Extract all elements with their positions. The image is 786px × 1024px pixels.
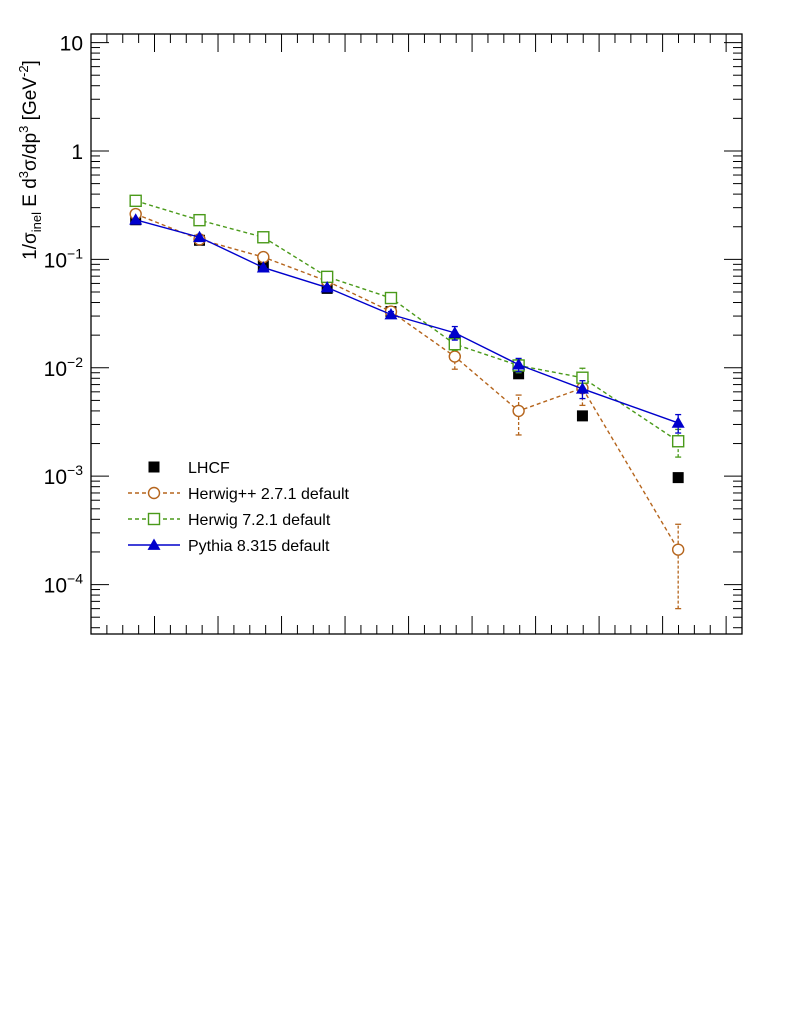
data-point [320, 270, 334, 284]
legend-marker [147, 486, 161, 500]
legend-label: Pythia 8.315 default [188, 538, 330, 555]
y-tick-label-base: 10 [44, 575, 67, 598]
ylabel-sup2: 3 [16, 126, 31, 133]
legend: LHCF Herwig++ 2.7.1 default Herwig 7.2.1 d… [128, 460, 350, 555]
data-point [193, 230, 206, 243]
series-pythia-8-315-default [129, 213, 685, 434]
ylabel-mid: E d [20, 178, 41, 212]
data-point [672, 472, 684, 484]
legend-marker [148, 461, 160, 473]
y-tick-label: 10−2 [44, 354, 84, 381]
legend-entry: Herwig 7.2.1 default [128, 512, 331, 529]
y-tick-label: 10−4 [44, 571, 84, 598]
legend-label: Herwig++ 2.7.1 default [188, 486, 350, 503]
legend-marker [147, 512, 161, 526]
ylabel-sup3: -2 [16, 65, 31, 77]
y-tick-label-base: 10 [44, 249, 67, 272]
y-tick-label: 10 [60, 33, 83, 56]
y-tick-label-base: 10 [44, 358, 67, 381]
ylabel-close: ] [20, 60, 41, 65]
data-point [129, 213, 143, 225]
legend-entry: Pythia 8.315 default [128, 538, 330, 555]
ylabel-sup1: 3 [16, 171, 31, 178]
legend-entry: Herwig++ 2.7.1 default [128, 486, 350, 503]
legend-marker [147, 538, 161, 550]
data-point [320, 281, 334, 293]
data-point [448, 326, 462, 338]
series-line [135, 219, 679, 424]
ylabel-mid2: σ/dp [20, 133, 41, 171]
data-point [512, 404, 525, 418]
data-point [513, 368, 525, 380]
y-tick-label-base: 1 [71, 141, 83, 164]
data-point [512, 358, 526, 370]
legend-label: Herwig 7.2.1 default [188, 512, 331, 529]
legend-entry: LHCF [148, 460, 230, 477]
data-point [576, 410, 588, 422]
y-tick-label-exponent: −2 [67, 354, 83, 370]
data-point [256, 261, 270, 273]
series-herwig-7-2-1-default [129, 194, 685, 458]
y-tick-label-base: 10 [60, 33, 83, 56]
legend-label: LHCF [188, 460, 230, 477]
data-point [257, 231, 270, 244]
data-point [384, 291, 398, 305]
data-point [575, 382, 589, 394]
data-point [129, 194, 142, 208]
data-point [671, 435, 685, 448]
y-tick-label-base: 10 [44, 466, 67, 489]
series-lhcf [130, 214, 684, 484]
y-tick-label: 10−3 [44, 462, 84, 489]
series-layer [129, 194, 685, 610]
data-point [671, 416, 685, 428]
ylabel-lead: 1/σ [20, 232, 41, 260]
y-tick-label-exponent: −4 [67, 571, 83, 587]
data-point [384, 308, 398, 320]
y-tick-label-exponent: −3 [67, 462, 83, 478]
series-line [135, 200, 679, 442]
ylabel-sub: inel [29, 212, 44, 232]
y-axis-title: 1/σinel E d3σ/dp3 [GeV-2] [16, 60, 44, 260]
svg-text:1/σinel E d3σ/dp3 [GeV-2]: 1/σinel E d3σ/dp3 [GeV-2] [16, 60, 44, 260]
y-tick-label: 1 [71, 141, 83, 164]
data-point [257, 250, 270, 264]
y-tick-label: 10−1 [44, 245, 84, 272]
ylabel-unit: [GeV [20, 77, 41, 126]
data-point [671, 543, 685, 556]
data-point [193, 213, 206, 227]
y-tick-label-exponent: −1 [67, 245, 83, 261]
plot-frame [90, 33, 743, 635]
data-point [448, 350, 461, 363]
axis-ticks [90, 34, 743, 634]
